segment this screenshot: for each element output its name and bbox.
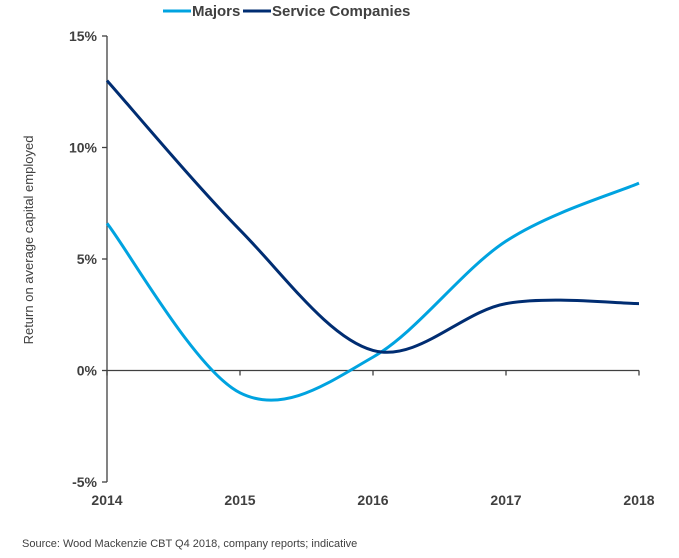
y-tick-label: 0%: [77, 363, 98, 379]
legend-label-service-companies: Service Companies: [272, 3, 410, 20]
x-tick-label: 2016: [357, 492, 388, 508]
legend-label-majors: Majors: [192, 3, 240, 20]
axes: -5% 0% 5% 10% 15% 2014 2015 2016 2017 2018: [69, 28, 655, 508]
y-tick-label: 10%: [69, 140, 98, 156]
series-lines: [105, 79, 640, 402]
legend: Majors Service Companies: [163, 3, 410, 20]
x-tick-label: 2018: [623, 492, 654, 508]
y-axis-label: Return on average capital employed: [21, 136, 36, 345]
series-line-service-companies: [105, 79, 640, 354]
series-line-majors: [105, 181, 640, 402]
x-tick-label: 2014: [91, 492, 122, 508]
x-tick-label: 2017: [490, 492, 521, 508]
x-tick-label: 2015: [224, 492, 255, 508]
y-tick-label: 5%: [77, 251, 98, 267]
y-tick-label: -5%: [72, 474, 97, 490]
y-tick-label: 15%: [69, 28, 98, 44]
source-note: Source: Wood Mackenzie CBT Q4 2018, comp…: [22, 538, 358, 550]
